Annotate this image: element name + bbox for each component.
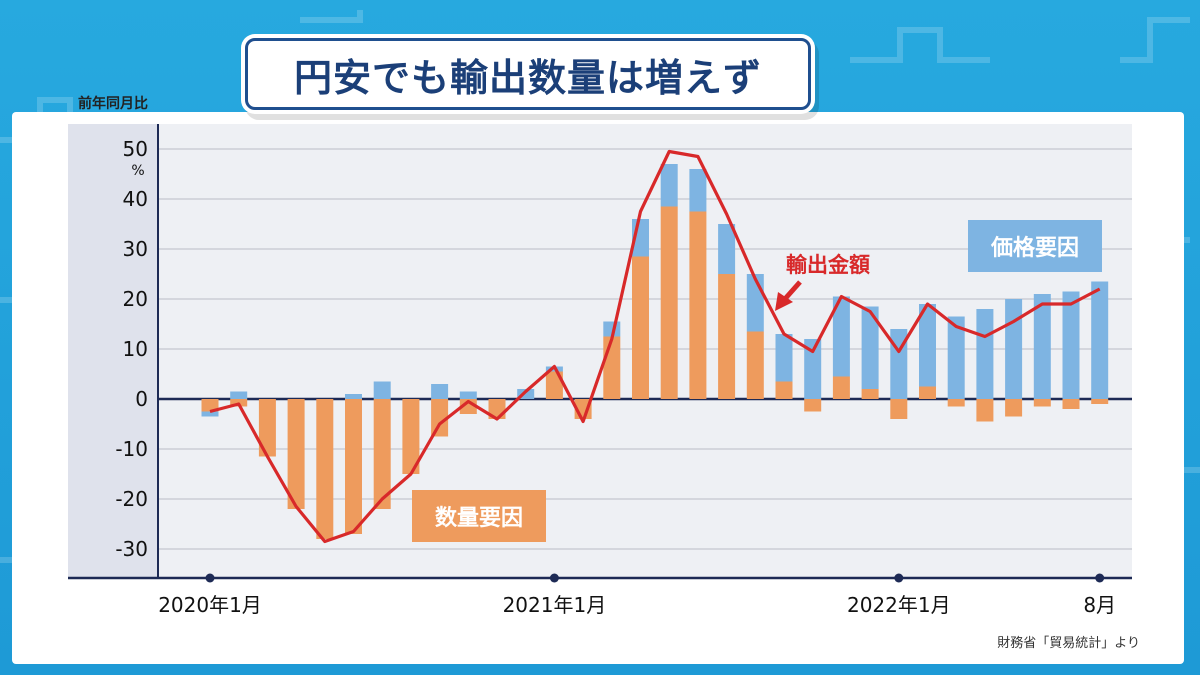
y-tick-label: 30 [123,237,148,261]
quantity-bar [431,399,449,437]
quantity-factor-label: 数量要因 [435,505,523,531]
x-tick-label: 2020年1月 [158,593,262,617]
annotation-arrow-shaft [782,280,802,302]
annotation-export-value: 輸出金額 [786,253,870,277]
quantity-bar [316,399,334,539]
y-tick-label: -10 [115,437,148,461]
y-tick-label: 0 [135,387,148,411]
price-bar [517,389,535,399]
x-tick-dot [1095,573,1105,583]
price-bar [1091,281,1109,399]
y-unit-label: 前年同月比 [78,96,148,112]
price-bar [230,391,248,399]
quantity-bar [947,399,965,407]
quantity-bar [976,399,994,422]
price-bar [373,381,391,399]
export-value-line [209,149,1101,544]
x-tick-label: 8月 [1083,593,1116,617]
quantity-bar [689,211,707,399]
price-bar [919,304,936,387]
quantity-bar [373,399,391,509]
quantity-bar [861,389,879,399]
price-bar [775,334,793,382]
quantity-bar [1005,399,1023,417]
price-bar [861,306,879,389]
quantity-bar [746,331,764,399]
y-tick-label: 40 [123,187,148,211]
price-bar [832,296,850,377]
quantity-bar [402,399,420,474]
price-bar [718,224,736,274]
price-bar [689,169,707,212]
quantity-bar [1062,399,1080,409]
price-bar [660,164,678,207]
price-bar [459,391,477,399]
quantity-bar [201,399,219,412]
quantity-bar [890,399,908,419]
quantity-bar [632,256,649,399]
price-bar [1033,294,1051,399]
title-banner: 円安でも輸出数量は増えず [245,38,811,110]
price-factor-label: 価格要因 [990,235,1079,261]
x-tick-dot [894,573,904,583]
y-tick-label: 10 [123,337,148,361]
y-tick-label: -20 [115,487,148,511]
y-axis-unit: % [131,163,144,179]
price-bar [201,411,219,417]
quantity-bar [919,386,936,399]
quantity-bar [775,381,793,399]
price-bar [947,316,965,399]
quantity-bar [603,336,621,399]
price-bar [976,309,994,399]
chart-title: 円安でも輸出数量は増えず [293,55,762,100]
quantity-bar [718,274,736,399]
x-tick-label: 2022年1月 [847,593,951,617]
quantity-bar [345,399,362,534]
quantity-bar [1091,399,1109,404]
price-bar [345,394,362,399]
y-axis-band [68,124,158,578]
price-factor-label-box [968,220,1102,272]
y-tick-label: -30 [115,537,148,561]
price-bar [804,339,822,399]
plot-area [68,124,1132,578]
quantity-bar [287,399,305,509]
price-bar [1062,291,1080,399]
price-bar [431,384,449,399]
y-tick-label: 50 [123,137,148,161]
x-tick-label: 2021年1月 [503,593,607,617]
quantity-bar [832,376,850,399]
quantity-bar [1033,399,1051,407]
quantity-bar [804,399,822,412]
quantity-factor-label-box [412,490,546,542]
quantity-bar [258,399,276,457]
price-bar [1005,299,1023,399]
quantity-bar [545,371,563,399]
x-tick-dot [549,573,559,583]
y-tick-label: 20 [123,287,148,311]
x-tick-dot [205,573,215,583]
price-bar [746,274,764,332]
annotation-arrow-head [775,292,793,311]
quantity-bar [660,206,678,399]
source-note: 財務省「貿易統計」より [997,636,1140,651]
